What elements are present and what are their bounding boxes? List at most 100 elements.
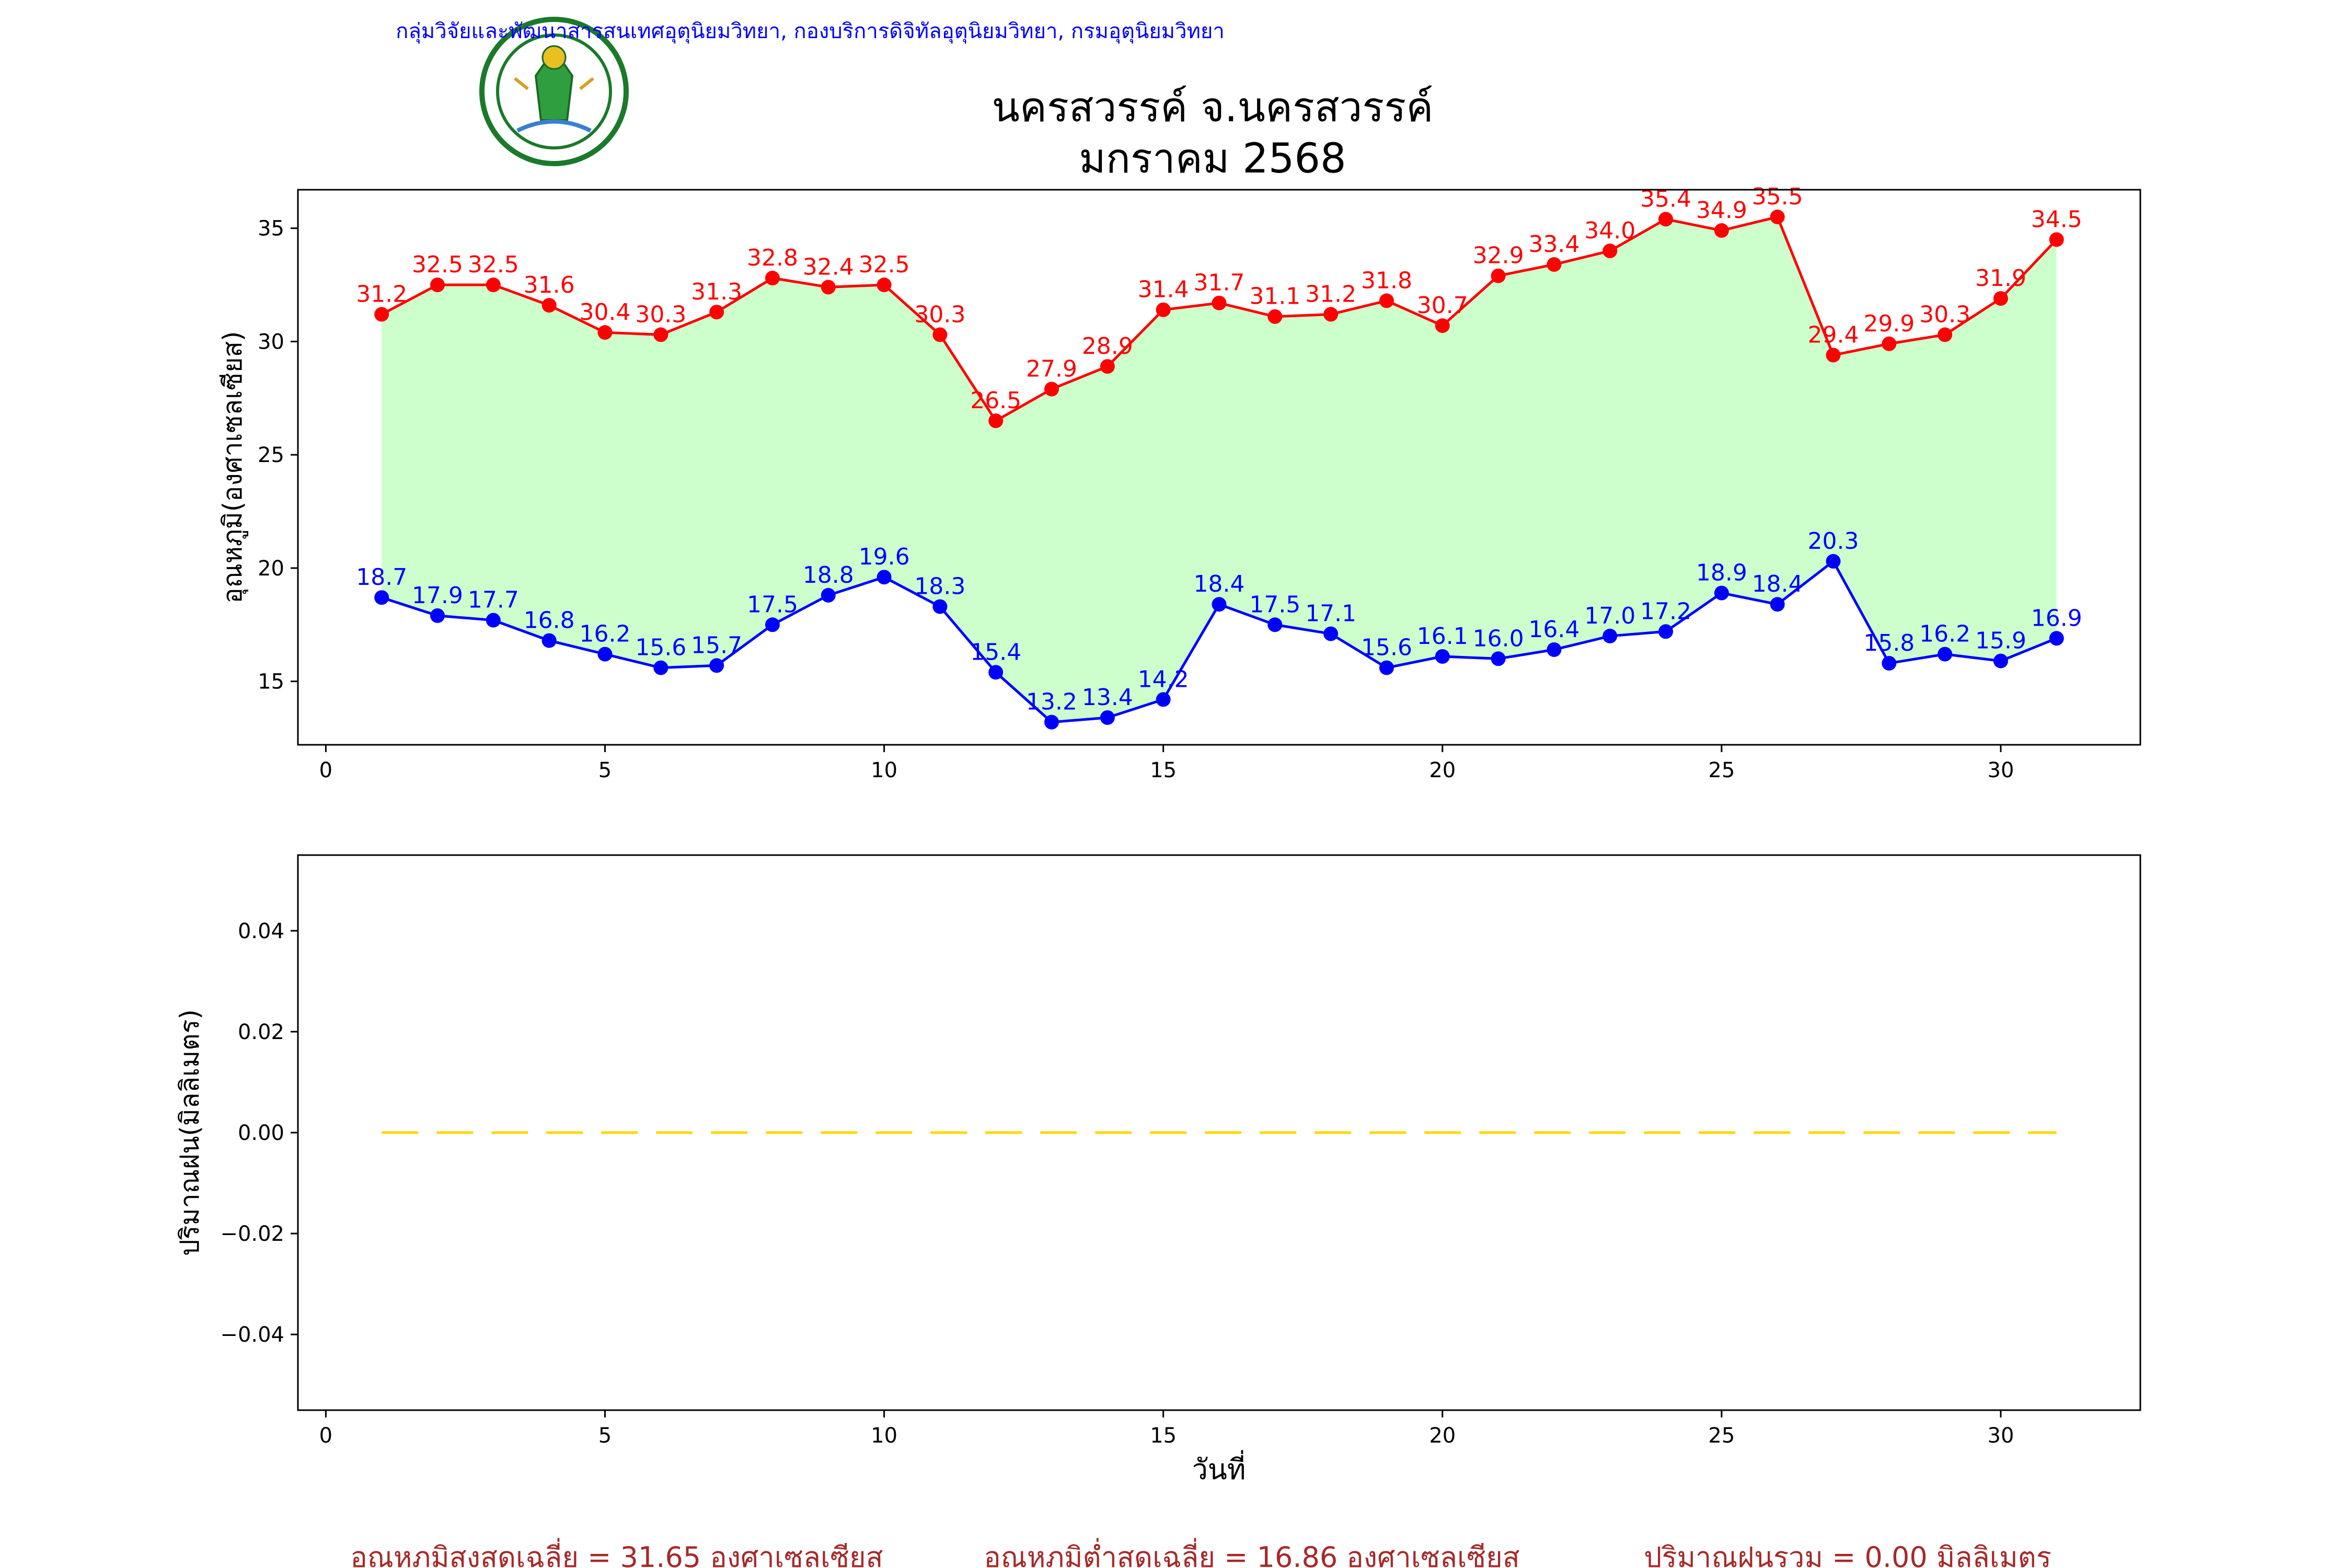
min-temperature-point	[1993, 653, 2008, 668]
min-temperature-point	[374, 590, 389, 605]
month-subtitle: มกราคม 2568	[1079, 135, 1346, 182]
max-temperature-data-label: 30.7	[1417, 292, 1468, 319]
temperature-plot-frame	[297, 189, 2141, 746]
temperature-x-tick-label: 15	[1150, 758, 1177, 782]
temperature-x-tick-label: 10	[871, 758, 897, 782]
station-title: นครสวรรค์ จ.นครสวรรค์	[992, 84, 1434, 131]
rainfall-y-axis-label: ปริมาณฝน(มิลลิเมตร)	[175, 1009, 205, 1256]
max-temperature-point	[1826, 348, 1841, 363]
max-temperature-point	[1267, 309, 1283, 324]
min-temperature-data-label: 17.1	[1305, 601, 1356, 627]
min-temperature-data-label: 16.2	[1919, 621, 1970, 648]
max-temperature-point	[1323, 307, 1339, 322]
max-temperature-point	[541, 298, 557, 313]
max-temperature-data-label: 31.4	[1138, 276, 1189, 303]
x-axis-label: วันที่	[1192, 1450, 1246, 1486]
temperature-x-tick-label: 5	[598, 758, 612, 782]
min-temperature-data-label: 15.6	[635, 635, 686, 661]
rainfall-y-tick-label: −0.02	[220, 1222, 284, 1246]
rainfall-y-tick-label: 0.04	[238, 919, 284, 943]
max-temperature-data-label: 31.2	[1305, 281, 1356, 307]
max-temperature-data-label: 34.0	[1584, 217, 1635, 244]
min-temperature-data-label: 15.4	[970, 639, 1021, 665]
max-temperature-data-label: 31.9	[1975, 265, 2026, 292]
avg-min-temperature-summary: อุณหภูมิต่ำสุดเฉลี่ย = 16.86 องศาเซลเซีย…	[984, 1538, 1519, 1568]
min-temperature-point	[486, 613, 501, 628]
min-temperature-point	[1938, 647, 1953, 662]
max-temperature-point	[1770, 210, 1785, 225]
max-temperature-point	[1044, 382, 1059, 397]
max-temperature-data-label: 30.3	[914, 301, 965, 328]
max-temperature-data-label: 35.5	[1752, 183, 1803, 210]
rainfall-x-tick-label: 5	[598, 1424, 612, 1448]
max-temperature-data-label: 32.5	[859, 251, 910, 278]
max-temperature-data-label: 26.5	[970, 387, 1021, 414]
max-temperature-point	[1435, 318, 1450, 333]
max-temperature-point	[1491, 268, 1506, 283]
min-temperature-point	[2049, 631, 2064, 646]
max-temperature-point	[2049, 232, 2064, 247]
temperature-x-tick-label: 25	[1708, 758, 1735, 782]
min-temperature-data-label: 15.8	[1863, 630, 1915, 656]
max-temperature-data-label: 31.6	[524, 272, 575, 298]
min-temperature-point	[1379, 660, 1394, 675]
min-temperature-point	[821, 587, 836, 603]
min-temperature-point	[709, 658, 724, 673]
min-temperature-data-label: 18.4	[1752, 571, 1803, 597]
max-temperature-point	[877, 278, 892, 293]
max-temperature-point	[765, 271, 780, 286]
min-temperature-point	[877, 570, 892, 585]
max-temperature-point	[1938, 327, 1953, 342]
min-temperature-point	[1770, 597, 1785, 612]
max-temperature-data-label: 31.8	[1361, 267, 1412, 294]
min-temperature-data-label: 14.2	[1138, 666, 1189, 693]
max-temperature-data-label: 31.3	[691, 279, 742, 305]
max-temperature-data-label: 30.3	[1919, 301, 1970, 328]
rainfall-x-tick-label: 10	[871, 1424, 897, 1448]
max-temperature-data-label: 31.7	[1194, 270, 1245, 296]
max-temperature-point	[821, 280, 836, 295]
min-temperature-point	[1882, 655, 1897, 671]
min-temperature-data-label: 15.9	[1975, 628, 2026, 654]
min-temperature-data-label: 16.2	[580, 621, 631, 648]
min-temperature-data-label: 17.9	[412, 582, 463, 609]
min-temperature-point	[597, 647, 613, 662]
max-temperature-data-label: 27.9	[1026, 355, 1077, 382]
max-temperature-point	[1882, 336, 1897, 351]
max-temperature-data-label: 29.9	[1863, 310, 1915, 337]
max-temperature-point	[932, 327, 948, 342]
max-temperature-point	[1547, 257, 1562, 272]
min-temperature-point	[1323, 626, 1339, 641]
temperature-x-tick-label: 20	[1429, 758, 1456, 782]
min-temperature-data-label: 17.5	[1249, 591, 1300, 618]
max-temperature-point	[486, 278, 501, 293]
min-temperature-data-label: 17.5	[747, 591, 798, 618]
min-temperature-point	[653, 660, 668, 675]
min-temperature-data-label: 15.7	[691, 632, 742, 659]
min-temperature-data-label: 15.6	[1361, 635, 1412, 661]
min-temperature-point	[1602, 628, 1618, 643]
max-temperature-data-label: 28.9	[1082, 333, 1133, 360]
min-temperature-point	[1156, 692, 1171, 707]
min-temperature-data-label: 16.4	[1528, 616, 1579, 643]
min-temperature-data-label: 18.9	[1696, 560, 1747, 586]
min-temperature-data-label: 18.8	[803, 562, 854, 589]
min-temperature-data-label: 17.2	[1640, 598, 1691, 625]
max-temperature-data-label: 32.5	[412, 251, 463, 278]
max-temperature-point	[988, 413, 1004, 429]
rainfall-x-tick-label: 30	[1988, 1424, 2014, 1448]
min-temperature-point	[1435, 649, 1450, 664]
max-temperature-point	[430, 278, 445, 293]
max-temperature-point	[1379, 293, 1394, 308]
min-temperature-data-label: 18.7	[356, 564, 407, 591]
max-temperature-point	[1602, 244, 1618, 259]
min-temperature-point	[1547, 642, 1562, 657]
temperature-range-fill	[382, 217, 2057, 722]
agency-header: กลุ่มวิจัยและพัฒนาสารสนเทศอุตุนิยมวิทยา,…	[396, 19, 1225, 44]
rainfall-panel: 0 5 10 15 20 25 30 −0.04 −0.02 0.00 0.02 0.04 ปริม…	[175, 854, 2141, 1486]
max-temperature-data-label: 32.4	[803, 253, 854, 280]
max-temperature-point	[1212, 295, 1227, 310]
min-temperature-point	[1658, 624, 1674, 639]
max-temperature-data-label: 34.9	[1696, 197, 1747, 224]
